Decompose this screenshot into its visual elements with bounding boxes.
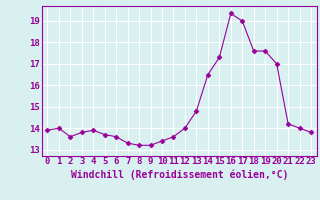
X-axis label: Windchill (Refroidissement éolien,°C): Windchill (Refroidissement éolien,°C) <box>70 169 288 180</box>
